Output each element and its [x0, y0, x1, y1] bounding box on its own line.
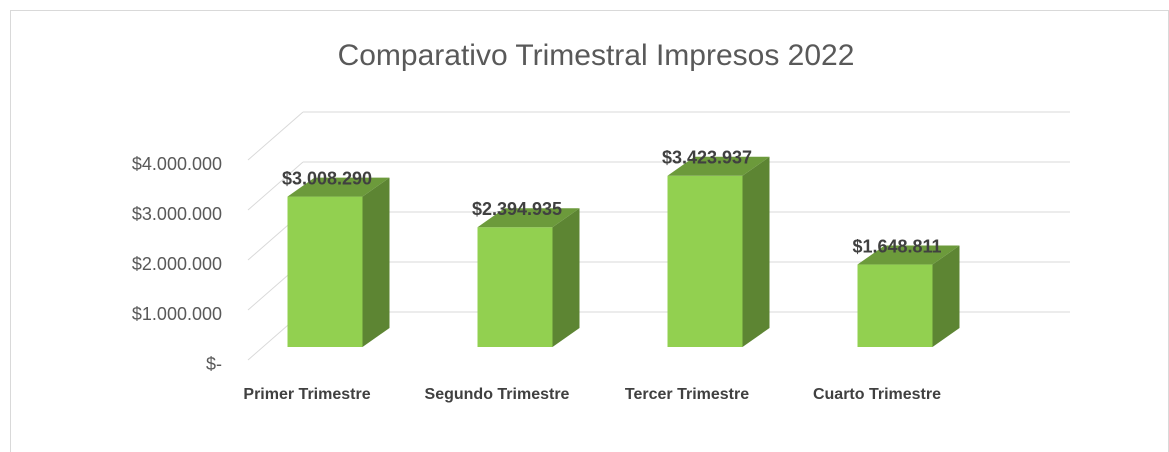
bar-top [857, 245, 960, 265]
grid-line [247, 161, 304, 211]
bar-front [667, 175, 743, 347]
y-tick-label: $- [206, 354, 222, 374]
bar-front [287, 196, 363, 347]
x-tick-label: Cuarto Trimestre [812, 386, 942, 403]
bar-side [362, 177, 390, 347]
data-label: $3.423.937 [662, 148, 752, 168]
y-tick-label: $2.000.000 [132, 254, 222, 274]
bar-top [477, 208, 580, 228]
bar-side [552, 208, 580, 347]
y-tick-label: $3.000.000 [132, 204, 222, 224]
y-tick-label: $1.000.000 [132, 304, 222, 324]
chart-border [10, 10, 1169, 452]
bar-top [667, 156, 770, 176]
data-label: $2.394.935 [472, 199, 562, 219]
x-tick-label: Segundo Trimestre [424, 386, 570, 403]
bar-side [932, 245, 960, 347]
chart-title: Comparativo Trimestral Impresos 2022 [338, 39, 855, 72]
bar-front [477, 227, 553, 347]
bar-side [742, 156, 770, 347]
data-label: $3.008.290 [282, 168, 372, 188]
grid-line [247, 111, 304, 161]
x-tick-label: Primer Trimestre [243, 386, 371, 403]
data-label: $1.648.811 [852, 236, 941, 256]
x-tick-label: Tercer Trimestre [624, 386, 750, 403]
y-tick-label: $4.000.000 [132, 154, 222, 174]
bar-front [857, 264, 933, 347]
bar-top [287, 177, 390, 197]
